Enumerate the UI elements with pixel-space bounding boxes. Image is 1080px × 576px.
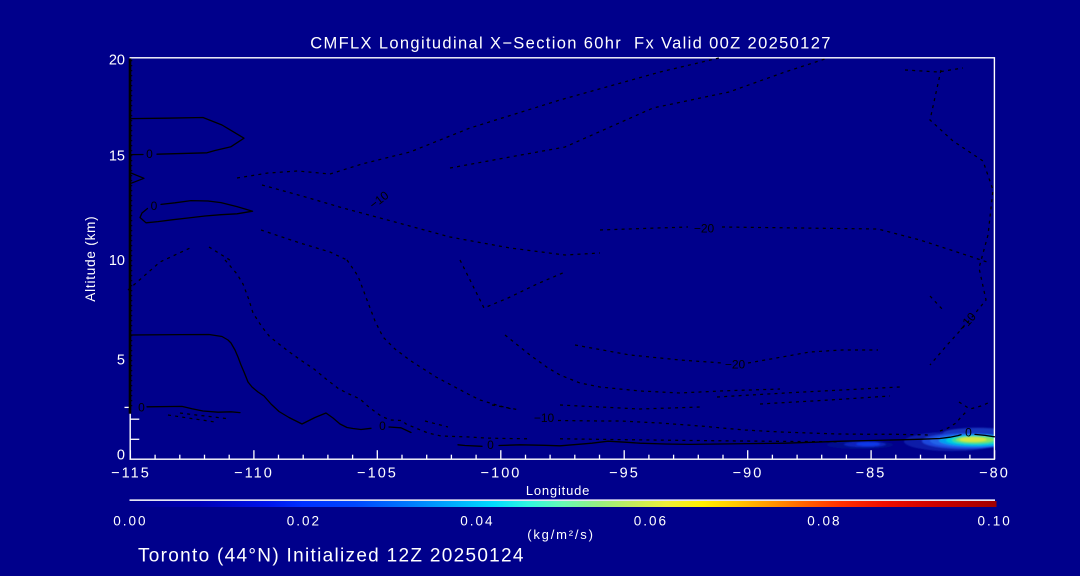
svg-text:0: 0 <box>965 426 972 440</box>
svg-text:0.02: 0.02 <box>287 514 321 529</box>
svg-text:0.10: 0.10 <box>977 514 1011 529</box>
svg-text:15: 15 <box>109 149 125 165</box>
svg-text:−100: −100 <box>481 466 522 482</box>
svg-text:−80: −80 <box>979 466 1010 482</box>
svg-text:Altitude (km): Altitude (km) <box>83 216 98 302</box>
svg-text:10: 10 <box>109 253 125 269</box>
svg-text:0: 0 <box>151 199 158 213</box>
svg-text:−85: −85 <box>856 466 887 482</box>
svg-text:−115: −115 <box>111 466 151 482</box>
svg-text:(kg/m²/s): (kg/m²/s) <box>527 527 594 542</box>
svg-text:Toronto (44°N) Initialized 12Z: Toronto (44°N) Initialized 12Z 20250124 <box>138 546 525 567</box>
svg-text:5: 5 <box>117 353 125 369</box>
svg-text:0.08: 0.08 <box>807 514 841 529</box>
svg-text:−10: −10 <box>534 411 555 425</box>
svg-text:0: 0 <box>138 401 145 415</box>
svg-text:20: 20 <box>109 53 125 69</box>
svg-text:0.04: 0.04 <box>460 514 494 529</box>
svg-text:0: 0 <box>487 438 494 452</box>
svg-text:0.06: 0.06 <box>634 514 668 529</box>
svg-text:−20: −20 <box>694 222 715 236</box>
svg-text:−110: −110 <box>234 466 274 482</box>
svg-text:Longitude: Longitude <box>526 483 590 498</box>
svg-text:0: 0 <box>379 419 386 433</box>
svg-text:−105: −105 <box>357 466 398 482</box>
svg-text:0: 0 <box>146 147 153 161</box>
svg-text:−95: −95 <box>609 466 640 482</box>
svg-text:0: 0 <box>117 448 125 464</box>
svg-text:0.00: 0.00 <box>113 514 147 529</box>
svg-text:−90: −90 <box>733 466 764 482</box>
svg-text:CMFLX Longitudinal X−Section 6: CMFLX Longitudinal X−Section 60hr Fx Val… <box>310 35 832 53</box>
svg-text:−20: −20 <box>725 358 746 372</box>
